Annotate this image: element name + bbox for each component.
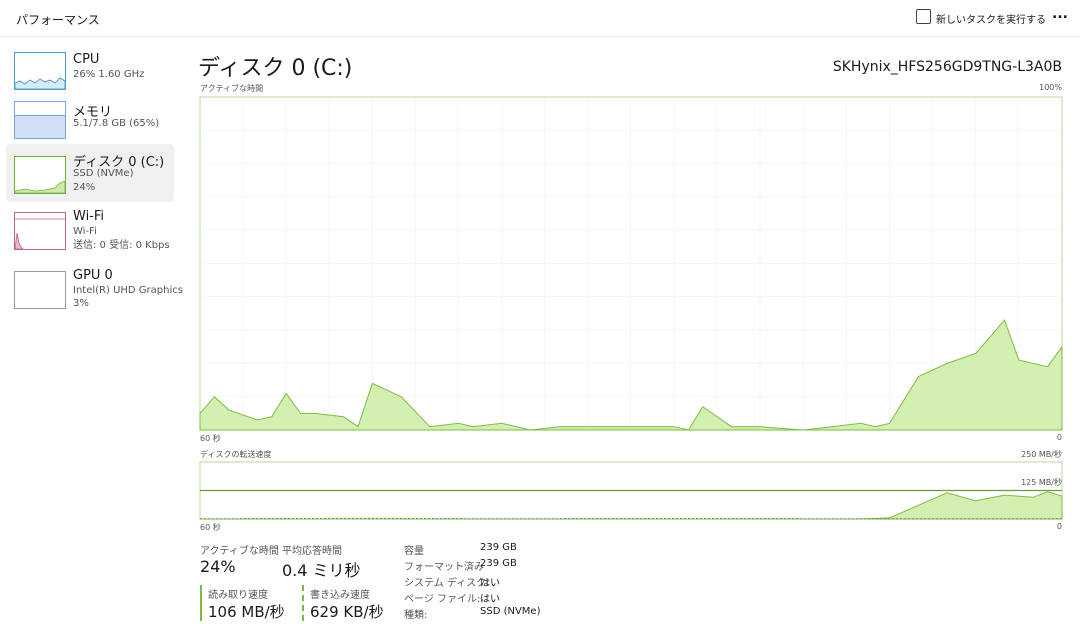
chart-title: アクティブな時間 bbox=[200, 84, 264, 93]
run-task-icon[interactable] bbox=[916, 9, 931, 24]
y-tick-label: 250 MB/秒 bbox=[1021, 450, 1062, 459]
cpu-thumb[interactable] bbox=[14, 52, 66, 90]
sidebar-detail: Wi-Fi bbox=[73, 226, 97, 237]
stat-label: アクティブな時間 bbox=[200, 546, 279, 557]
disk-title: ディスク 0 (C:) bbox=[198, 56, 353, 81]
stat-value: 24% bbox=[200, 557, 236, 576]
transfer-chart bbox=[199, 461, 1063, 520]
x-tick-label: 60 秒 bbox=[200, 434, 221, 443]
stat-value: 629 KB/秒 bbox=[310, 603, 384, 621]
stat-value: 0.4 ミリ秒 bbox=[282, 561, 361, 580]
active-time-chart bbox=[199, 96, 1063, 431]
sidebar-name[interactable]: CPU bbox=[73, 52, 100, 67]
property-value: SSD (NVMe) bbox=[480, 606, 541, 617]
memory-thumb[interactable] bbox=[14, 101, 66, 139]
property-value: はい bbox=[480, 578, 500, 589]
more-button[interactable]: ... bbox=[1052, 6, 1068, 22]
area bbox=[199, 319, 1063, 431]
x-tick-label: 0 bbox=[1056, 433, 1062, 442]
stat-label: 書き込み速度 bbox=[310, 590, 370, 601]
sidebar-detail: 送信: 0 受信: 0 Kbps bbox=[73, 240, 170, 251]
write-line bbox=[199, 517, 1062, 520]
property-value: 239 GB bbox=[480, 542, 517, 553]
y-tick-label: 125 MB/秒 bbox=[1021, 478, 1062, 487]
sidebar-detail: Intel(R) UHD Graphics bbox=[73, 285, 183, 296]
sidebar-detail: 3% bbox=[73, 298, 89, 309]
write-indicator bbox=[302, 585, 304, 621]
sidebar-name[interactable]: メモリ bbox=[73, 105, 113, 120]
header-title: パフォーマンス bbox=[16, 13, 100, 27]
property-value: はい bbox=[480, 594, 500, 605]
x-tick-label: 60 秒 bbox=[200, 523, 221, 532]
x-tick-label: 0 bbox=[1056, 522, 1062, 531]
disk-thumb[interactable] bbox=[14, 156, 66, 194]
sidebar-detail: SSD (NVMe) bbox=[73, 168, 134, 179]
property-label: フォーマット済み bbox=[404, 562, 484, 573]
sidebar-detail: 26% 1.60 GHz bbox=[73, 69, 145, 80]
read-indicator bbox=[200, 585, 202, 621]
property-value: 239 GB bbox=[480, 558, 517, 569]
y-tick-label: 100% bbox=[1039, 83, 1062, 92]
plot-frame bbox=[199, 96, 1063, 431]
disk-model: SKHynix_HFS256GD9TNG-L3A0B bbox=[832, 59, 1062, 75]
property-label: 種類: bbox=[404, 610, 428, 621]
sidebar-name[interactable]: GPU 0 bbox=[73, 268, 113, 283]
property-label: 容量 bbox=[404, 546, 424, 557]
sidebar-name[interactable]: Wi-Fi bbox=[73, 209, 105, 224]
property-label: ページ ファイル: bbox=[404, 594, 481, 605]
gpu-thumb[interactable] bbox=[14, 271, 66, 309]
sidebar-name[interactable]: ディスク 0 (C:) bbox=[73, 155, 165, 170]
property-label: システム ディスク: bbox=[404, 578, 490, 589]
sidebar-detail: 24% bbox=[73, 182, 96, 193]
stat-value: 106 MB/秒 bbox=[208, 603, 285, 621]
run-task-button[interactable]: 新しいタスクを実行する bbox=[936, 15, 1046, 26]
stat-label: 平均応答時間 bbox=[282, 546, 342, 557]
wifi-thumb[interactable] bbox=[14, 212, 66, 250]
header-bar bbox=[0, 0, 1080, 37]
stat-label: 読み取り速度 bbox=[208, 590, 268, 601]
chart-title: ディスクの転送速度 bbox=[200, 450, 272, 459]
area bbox=[200, 491, 1063, 520]
sidebar-detail: 5.1/7.8 GB (65%) bbox=[73, 118, 160, 129]
